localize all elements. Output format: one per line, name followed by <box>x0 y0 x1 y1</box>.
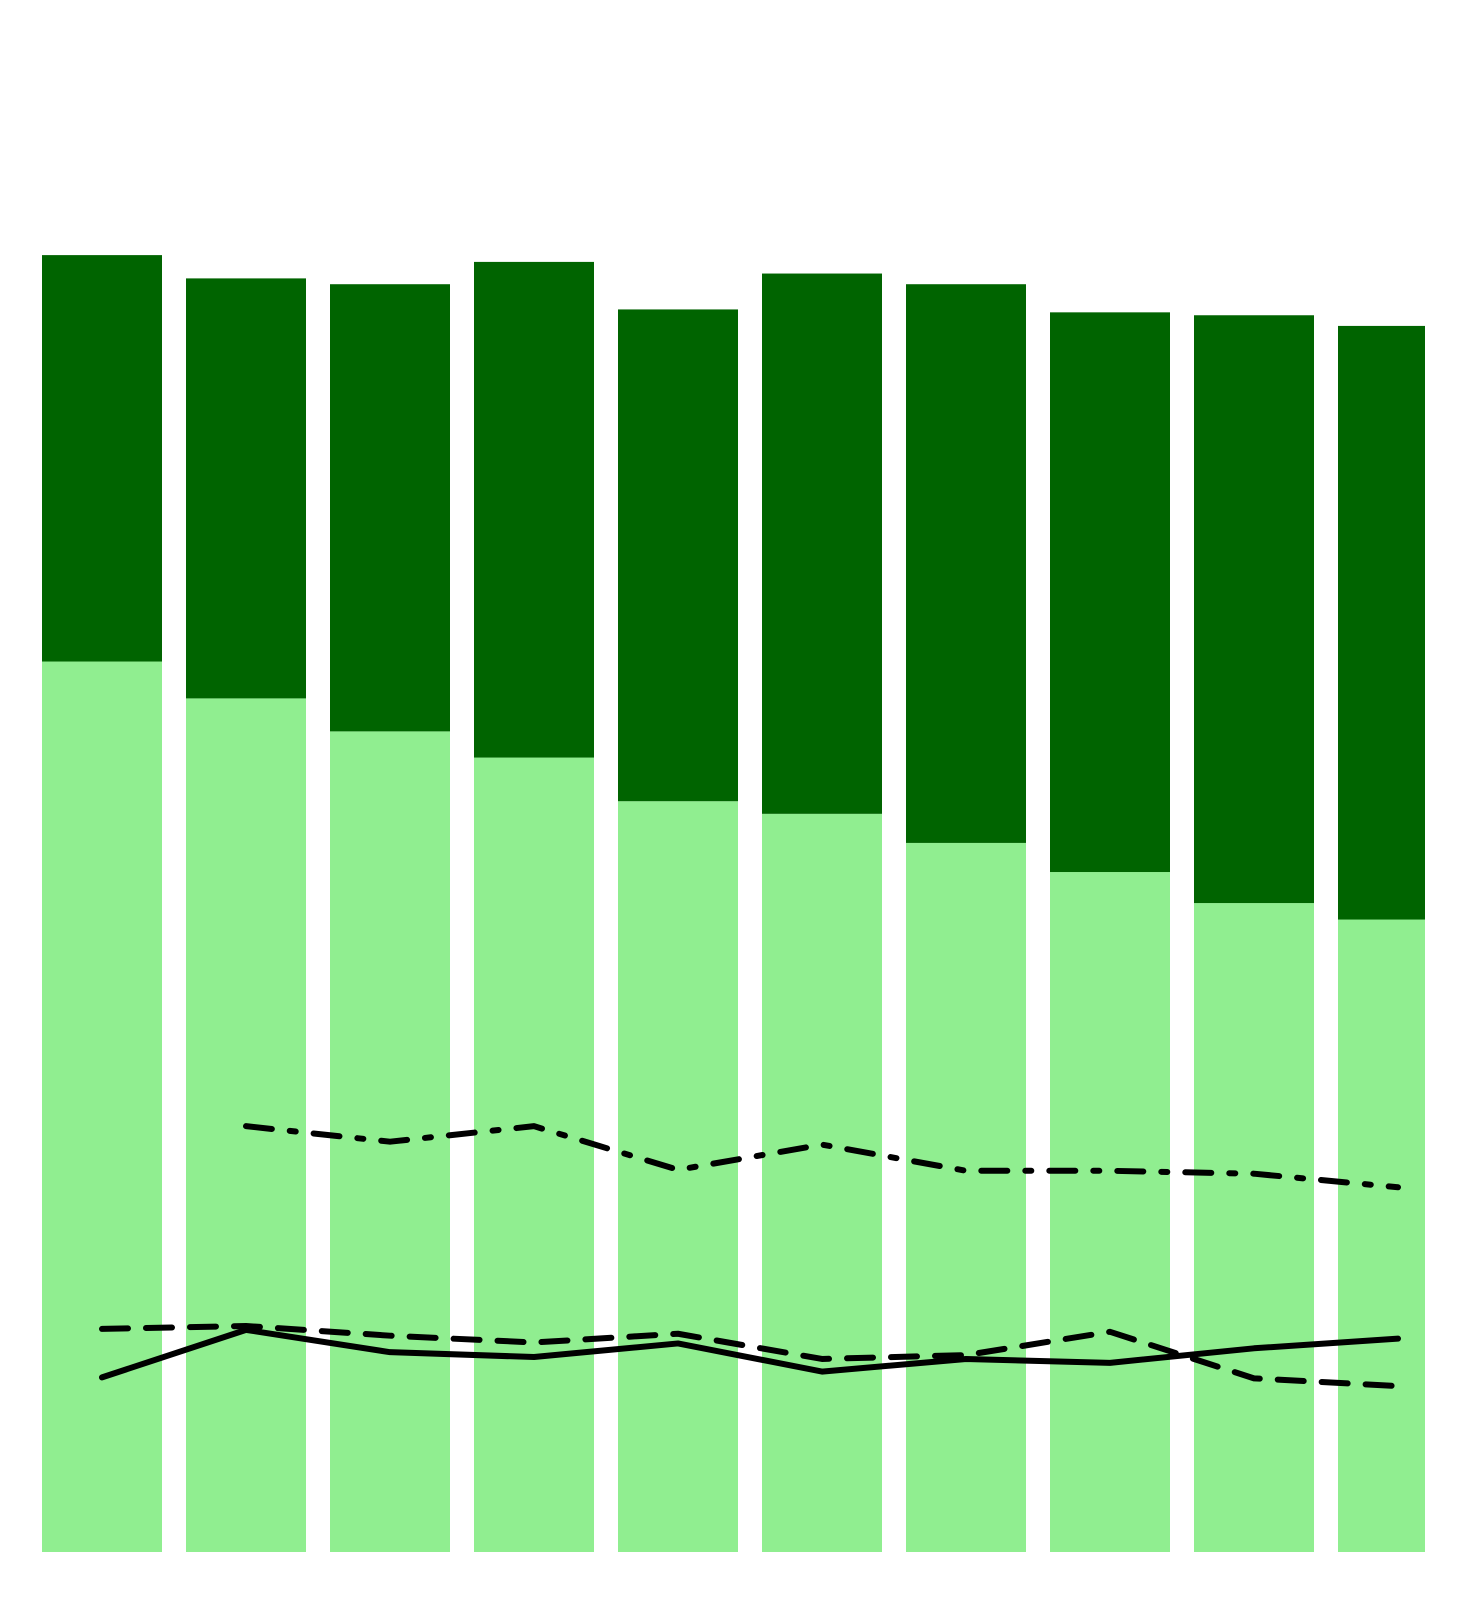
bar-segment <box>474 261 594 758</box>
bar-segment <box>1194 315 1314 904</box>
bar-segment <box>1194 903 1314 1552</box>
bar-segment <box>762 273 882 814</box>
bar-segment <box>1338 919 1425 1552</box>
bar-segment <box>1338 325 1425 920</box>
bar-segment <box>1050 872 1170 1552</box>
bar-segment <box>906 284 1026 843</box>
bar-segment <box>42 661 162 1552</box>
plot-area <box>42 255 1425 1552</box>
bar-segment <box>906 842 1026 1552</box>
bar-segment <box>1050 312 1170 873</box>
bar-segment <box>618 309 738 802</box>
bar-segment <box>186 278 306 699</box>
bar-segment <box>618 801 738 1552</box>
line <box>99 1326 1401 1381</box>
bar-segment <box>474 757 594 1552</box>
bar-segment <box>42 255 162 662</box>
bar-segment <box>762 813 882 1552</box>
bar-segment <box>330 284 450 732</box>
line <box>243 1123 1401 1191</box>
